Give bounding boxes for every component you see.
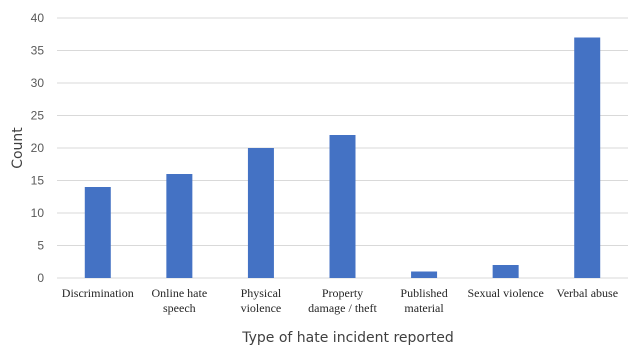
x-category-label: Sexual violence (467, 286, 543, 300)
x-axis-category-labels: Discrimination Online hate speech Physical v… (62, 286, 618, 315)
x-category-label: Verbal abuse (556, 286, 618, 300)
x-category-label: Physical violence (241, 286, 282, 315)
bar (411, 271, 438, 278)
y-tick-label: 15 (31, 174, 45, 188)
y-tick-label: 0 (37, 271, 44, 285)
x-category-label: Online hate speech (152, 286, 208, 315)
bars (84, 37, 601, 278)
x-axis-title: Type of hate incident reported (241, 330, 453, 345)
y-axis-title: Count (10, 127, 26, 169)
bar (492, 265, 519, 278)
bar (166, 174, 193, 278)
x-category-label: Published material (400, 286, 447, 315)
y-tick-label: 20 (31, 141, 45, 155)
y-tick-label: 10 (31, 206, 45, 220)
x-category-label: Discrimination (62, 286, 134, 300)
y-tick-label: 35 (31, 44, 45, 58)
y-tick-label: 5 (37, 239, 44, 253)
bar (329, 135, 356, 278)
x-category-label: Property damage / theft (308, 286, 377, 315)
y-tick-label: 30 (31, 76, 45, 90)
y-tick-label: 40 (31, 11, 45, 25)
bar (574, 37, 601, 278)
y-tick-label: 25 (31, 109, 45, 123)
bar (247, 148, 274, 278)
bar (84, 187, 111, 278)
y-axis-ticks: 0 5 10 15 20 25 30 35 40 (31, 11, 45, 285)
